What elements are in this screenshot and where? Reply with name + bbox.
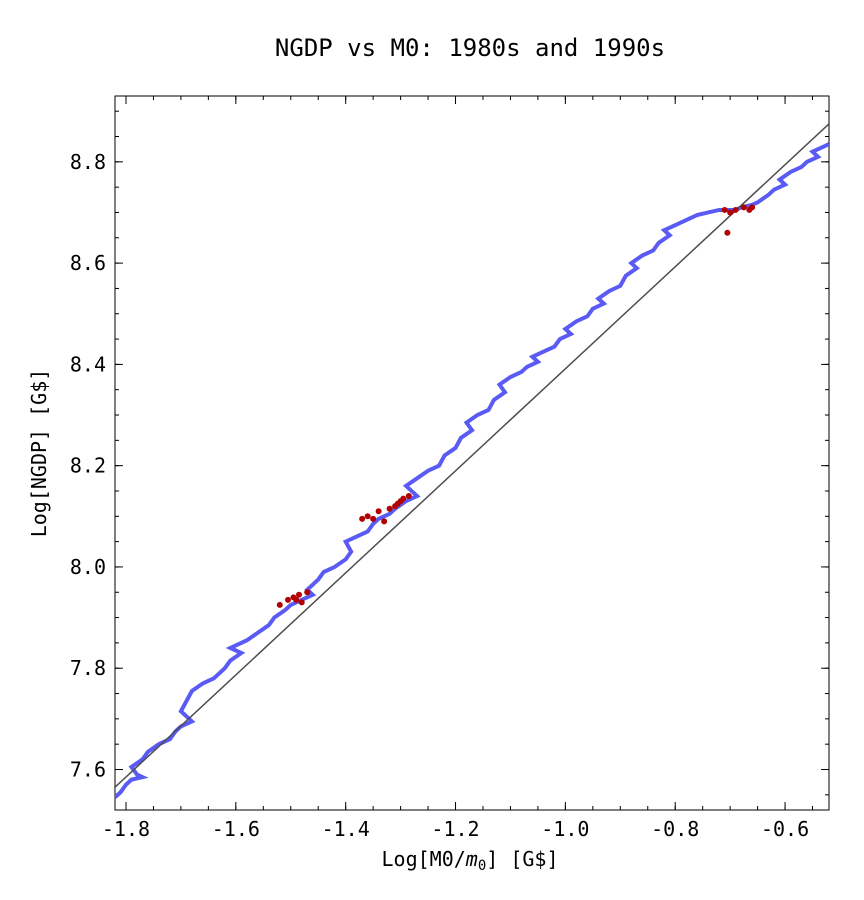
x-axis-label-symbol: m bbox=[465, 847, 478, 871]
x-tick-label: -1.4 bbox=[322, 817, 370, 841]
data-point bbox=[285, 596, 292, 603]
chart-title: NGDP vs M0: 1980s and 1990s bbox=[275, 34, 665, 62]
data-point bbox=[405, 493, 412, 500]
y-tick-label: 7.6 bbox=[70, 757, 106, 781]
x-tick-label: -1.0 bbox=[541, 817, 589, 841]
x-tick-label: -0.6 bbox=[761, 817, 809, 841]
x-tick-label: -1.8 bbox=[102, 817, 150, 841]
data-point bbox=[721, 206, 728, 213]
data-point bbox=[386, 505, 393, 512]
plot-frame bbox=[114, 95, 830, 811]
y-tick-label: 8.2 bbox=[70, 454, 106, 478]
y-tick-label: 7.8 bbox=[70, 656, 106, 680]
data-point bbox=[375, 508, 382, 515]
data-point bbox=[276, 601, 283, 608]
x-axis-label-prefix: Log[M0/ bbox=[381, 847, 465, 871]
data-point bbox=[370, 515, 377, 522]
data-point bbox=[304, 589, 311, 596]
y-tick-label: 8.6 bbox=[70, 251, 106, 275]
y-axis-label: Log[NGDP] [G$] bbox=[27, 369, 51, 538]
y-tick-labels: 7.6 7.8 8.0 8.2 8.4 8.6 8.8 bbox=[70, 150, 106, 782]
data-point bbox=[381, 518, 388, 525]
data-point bbox=[740, 204, 747, 211]
data-point bbox=[724, 229, 731, 236]
x-tick-labels: -1.8 -1.6 -1.4 -1.2 -1.0 -0.8 -0.6 bbox=[102, 817, 809, 841]
data-point bbox=[727, 209, 734, 216]
ngdp-model-line bbox=[115, 142, 829, 799]
x-axis-label-subscript: 0 bbox=[478, 858, 486, 874]
y-tick-label: 8.4 bbox=[70, 352, 106, 376]
data-point bbox=[295, 591, 302, 598]
y-tick-label: 8.0 bbox=[70, 555, 106, 579]
x-axis-label: Log[M0/m0] [G$] bbox=[381, 847, 558, 874]
major-ticks bbox=[115, 96, 829, 810]
fit-line bbox=[115, 123, 829, 788]
data-point bbox=[359, 515, 366, 522]
data-point bbox=[298, 599, 305, 606]
x-tick-label: -0.8 bbox=[651, 817, 699, 841]
x-axis-label-suffix: ] [G$] bbox=[486, 847, 558, 871]
data-point bbox=[400, 495, 407, 502]
y-tick-label: 8.8 bbox=[70, 150, 106, 174]
x-tick-label: -1.6 bbox=[212, 817, 260, 841]
data-point bbox=[732, 206, 739, 213]
x-tick-label: -1.2 bbox=[431, 817, 479, 841]
data-point bbox=[749, 204, 756, 211]
data-point bbox=[293, 596, 300, 603]
data-point bbox=[364, 513, 371, 520]
series-layer bbox=[115, 123, 829, 799]
plot-area bbox=[114, 95, 830, 811]
